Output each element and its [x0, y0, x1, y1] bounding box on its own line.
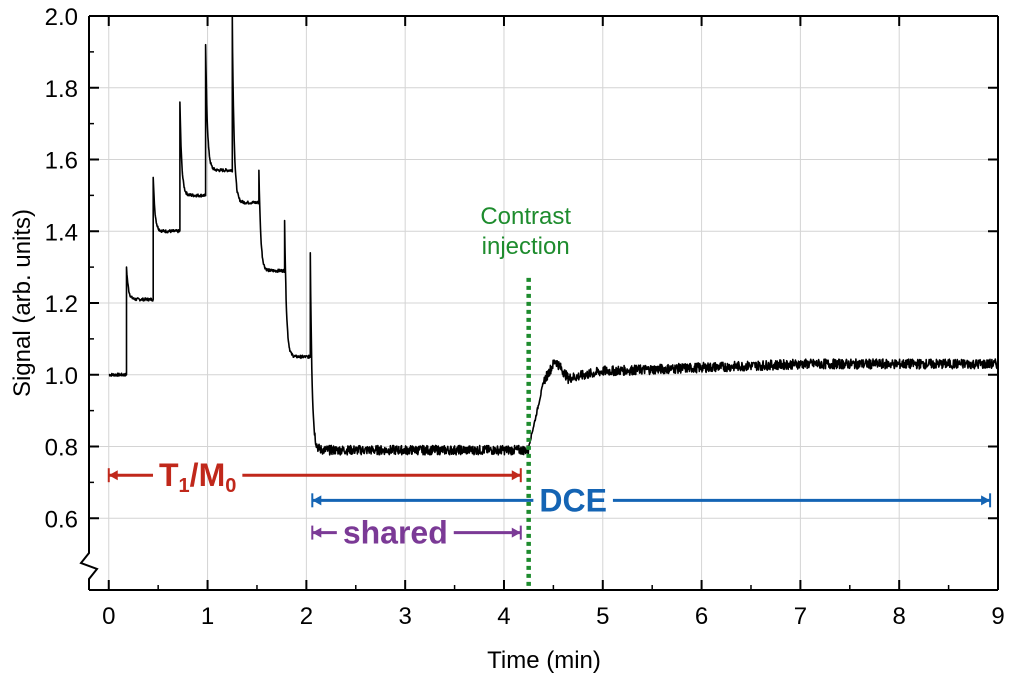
span-shared: shared	[311, 515, 522, 551]
x-tick-label: 2	[300, 603, 313, 630]
annotation-layer: Contrast injection	[480, 203, 571, 590]
signal-series-line	[108, 15, 999, 456]
y-tick-label: 0.6	[45, 506, 78, 533]
span-label-part: /M	[190, 457, 226, 493]
y-tick-label: 0.8	[45, 435, 78, 462]
span-arrow-left	[312, 527, 322, 538]
y-tick-label: 2.0	[45, 4, 78, 31]
span-label-subscript: 1	[179, 475, 190, 497]
span-t1m0: T1/M0	[107, 457, 522, 497]
y-tick-label: 1.8	[45, 76, 78, 103]
injection-annotation-line: injection	[482, 233, 570, 260]
span-arrow-right	[511, 527, 521, 538]
x-tick-label: 5	[596, 603, 609, 630]
span-arrow-left	[312, 495, 322, 506]
injection-annotation-line: Contrast	[480, 203, 571, 230]
y-tick-label: 1.6	[45, 148, 78, 175]
x-tick-label: 1	[201, 603, 214, 630]
span-label-t1m0: T1/M0	[159, 457, 236, 497]
span-label-shared: shared	[343, 515, 448, 551]
x-tick-label: 7	[794, 603, 807, 630]
injection-annotation: Contrast injection	[480, 203, 571, 260]
y-tick-label: 1.4	[45, 219, 78, 246]
span-arrow-right	[511, 470, 521, 481]
y-tick-label: 1.2	[45, 291, 78, 318]
y-tick-label: 1.0	[45, 363, 78, 390]
span-arrow-right	[981, 495, 991, 506]
span-label-dce: DCE	[539, 482, 607, 518]
x-tick-label: 6	[695, 603, 708, 630]
x-tick-label: 8	[893, 603, 906, 630]
y-axis-title: Signal (arb. units)	[9, 209, 36, 397]
series-layer	[108, 15, 999, 456]
span-dce: DCE	[311, 482, 992, 518]
x-tick-label: 0	[102, 603, 115, 630]
x-axis-title: Time (min)	[487, 647, 601, 674]
axes-frame-left-break	[79, 16, 99, 590]
span-label-part: T	[159, 457, 179, 493]
axes-layer: 0 1 2 3 4 5 6 7 8 9 0.6 0.8 1.0 1.2 1.4 1.6 1.8 2.0	[45, 4, 1005, 630]
span-layer: T1/M0 DCE shared	[107, 457, 992, 551]
span-label-subscript: 0	[225, 475, 236, 497]
x-tick-label: 9	[991, 603, 1004, 630]
x-tick-label: 3	[398, 603, 411, 630]
x-tick-label: 4	[497, 603, 510, 630]
span-arrow-left	[108, 470, 118, 481]
